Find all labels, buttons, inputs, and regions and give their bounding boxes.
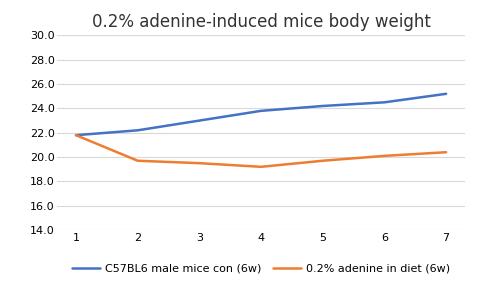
Legend: C57BL6 male mice con (6w), 0.2% adenine in diet (6w): C57BL6 male mice con (6w), 0.2% adenine …	[68, 259, 455, 278]
0.2% adenine in diet (6w)	[135, 159, 140, 163]
C57BL6 male mice con (6w)	[382, 101, 388, 104]
C57BL6 male mice con (6w)	[135, 129, 140, 132]
0.2% adenine in diet (6w)	[73, 133, 79, 137]
C57BL6 male mice con (6w)	[443, 92, 449, 96]
0.2% adenine in diet (6w)	[382, 154, 388, 158]
C57BL6 male mice con (6w)	[196, 119, 202, 122]
0.2% adenine in diet (6w)	[258, 165, 264, 169]
Line: C57BL6 male mice con (6w): C57BL6 male mice con (6w)	[76, 94, 446, 135]
C57BL6 male mice con (6w)	[320, 104, 326, 108]
Title: 0.2% adenine-induced mice body weight: 0.2% adenine-induced mice body weight	[91, 13, 431, 31]
0.2% adenine in diet (6w)	[443, 150, 449, 154]
0.2% adenine in diet (6w)	[320, 159, 326, 163]
0.2% adenine in diet (6w)	[196, 161, 202, 165]
Line: 0.2% adenine in diet (6w): 0.2% adenine in diet (6w)	[76, 135, 446, 167]
C57BL6 male mice con (6w)	[258, 109, 264, 113]
C57BL6 male mice con (6w)	[73, 133, 79, 137]
